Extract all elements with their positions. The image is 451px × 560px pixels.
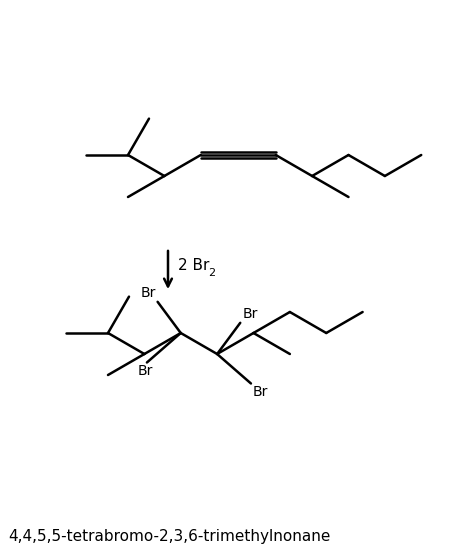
Text: Br: Br	[140, 286, 156, 300]
Text: Br: Br	[253, 385, 268, 399]
Text: 2: 2	[208, 268, 215, 278]
Text: Br: Br	[242, 307, 258, 321]
Text: Br: Br	[137, 365, 152, 379]
Text: 4,4,5,5-tetrabromo-2,3,6-trimethylnonane: 4,4,5,5-tetrabromo-2,3,6-trimethylnonane	[8, 529, 331, 544]
Text: 2 Br: 2 Br	[178, 259, 209, 273]
